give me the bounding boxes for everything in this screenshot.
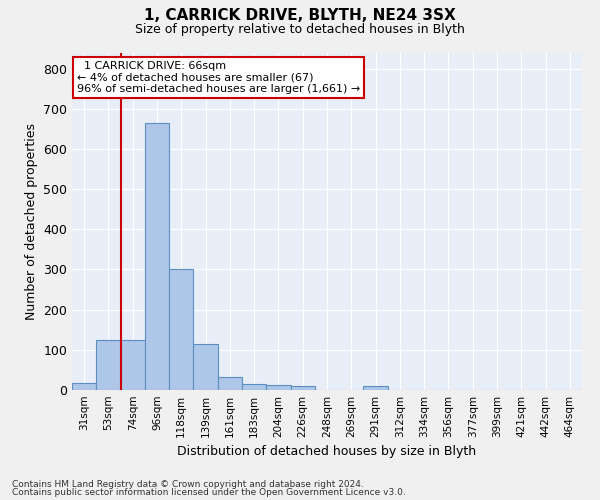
Bar <box>218 376 242 390</box>
Y-axis label: Number of detached properties: Number of detached properties <box>25 122 38 320</box>
Bar <box>242 384 266 390</box>
Bar <box>364 386 388 390</box>
Bar <box>72 383 96 390</box>
Text: 1, CARRICK DRIVE, BLYTH, NE24 3SX: 1, CARRICK DRIVE, BLYTH, NE24 3SX <box>144 8 456 22</box>
Bar <box>121 340 145 390</box>
Text: Contains public sector information licensed under the Open Government Licence v3: Contains public sector information licen… <box>12 488 406 497</box>
X-axis label: Distribution of detached houses by size in Blyth: Distribution of detached houses by size … <box>178 446 476 458</box>
Bar <box>96 340 121 390</box>
Bar <box>169 270 193 390</box>
Bar <box>266 385 290 390</box>
Bar <box>145 123 169 390</box>
Bar <box>290 386 315 390</box>
Text: Contains HM Land Registry data © Crown copyright and database right 2024.: Contains HM Land Registry data © Crown c… <box>12 480 364 489</box>
Text: Size of property relative to detached houses in Blyth: Size of property relative to detached ho… <box>135 22 465 36</box>
Text: 1 CARRICK DRIVE: 66sqm
← 4% of detached houses are smaller (67)
96% of semi-deta: 1 CARRICK DRIVE: 66sqm ← 4% of detached … <box>77 61 361 94</box>
Bar <box>193 344 218 390</box>
